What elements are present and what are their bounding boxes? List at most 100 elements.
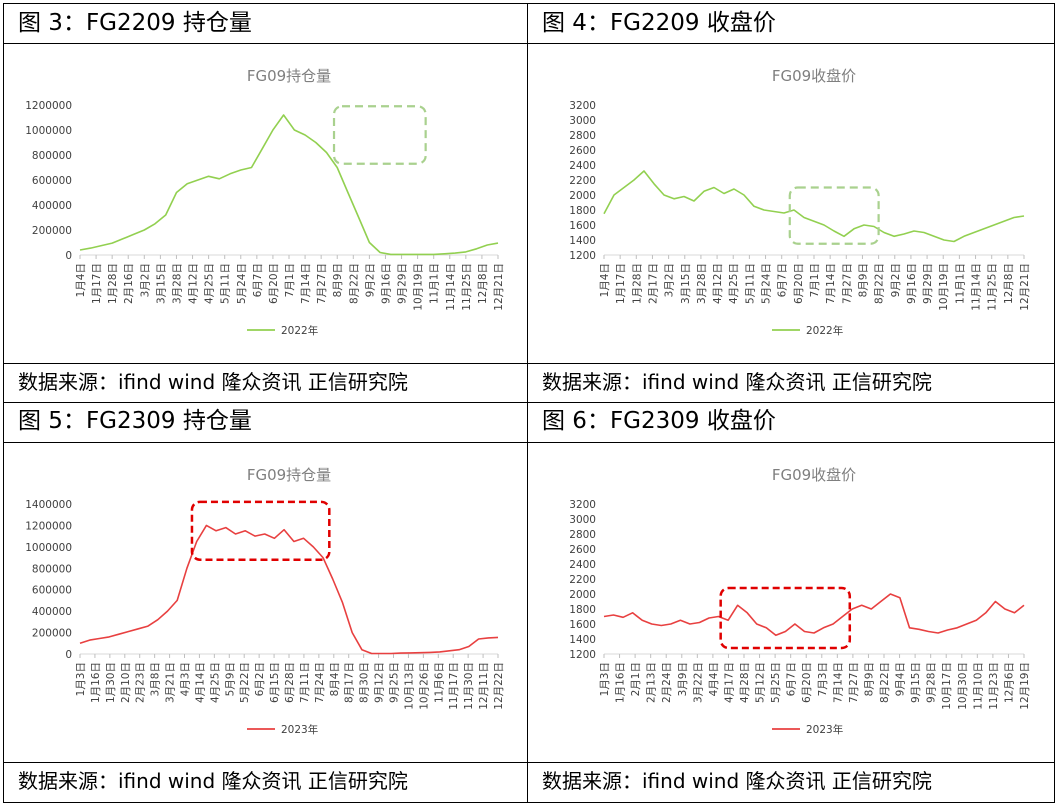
y-tick-label: 3000 xyxy=(569,115,596,127)
x-tick-label: 2月16日 xyxy=(123,263,135,304)
x-tick-label: 7月27日 xyxy=(848,662,860,703)
chart-title: FG09收盘价 xyxy=(772,67,856,85)
y-tick-label: 1800 xyxy=(569,604,596,616)
x-tick-label: 4月17日 xyxy=(723,662,735,703)
x-tick-label: 8月9日 xyxy=(857,263,869,297)
table-border xyxy=(3,43,1055,44)
x-tick-label: 12月21日 xyxy=(493,263,505,311)
y-tick-label: 1400 xyxy=(569,634,596,646)
y-tick-label: 2200 xyxy=(569,175,596,187)
y-tick-label: 0 xyxy=(65,250,72,262)
table-border xyxy=(3,3,4,803)
y-tick-label: 200000 xyxy=(32,225,72,237)
x-tick-label: 4月25日 xyxy=(209,662,221,703)
table-border xyxy=(3,363,1055,364)
x-tick-label: 4月4日 xyxy=(708,662,720,696)
x-tick-label: 4月14日 xyxy=(194,662,206,703)
x-tick-label: 6月28日 xyxy=(284,662,296,703)
open-interest-chart-2022: FG09持仓量 0 200000 400000 600000 800000 1000000 1… xyxy=(25,67,505,337)
x-tick-label: 8月4日 xyxy=(329,662,341,696)
x-tick-label: 7月1日 xyxy=(284,263,296,297)
x-tick-label: 4月12日 xyxy=(712,263,724,304)
x-tick-label: 9月16日 xyxy=(380,263,392,304)
x-tick-label: 1月28日 xyxy=(631,263,643,304)
x-tick-label: 1月17日 xyxy=(615,263,627,304)
y-tick-label: 400000 xyxy=(32,200,72,212)
data-source-note: 数据来源：ifind wind 隆众资讯 正信研究院 xyxy=(542,769,932,793)
table-border xyxy=(527,3,528,803)
highlight-box xyxy=(332,105,427,165)
x-tick-label: 1月30日 xyxy=(105,662,117,703)
chart-title: FG09持仓量 xyxy=(247,67,331,85)
x-tick-label: 3月2日 xyxy=(664,263,676,297)
y-tick-label: 200000 xyxy=(32,628,72,640)
table-border xyxy=(1054,3,1055,803)
x-tick-label: 6月7日 xyxy=(252,263,264,297)
x-tick-label: 6月20日 xyxy=(801,662,813,703)
x-tick-label: 10月13日 xyxy=(403,662,415,710)
x-tick-label: 12月21日 xyxy=(1019,263,1031,311)
y-tick-label: 2200 xyxy=(569,574,596,586)
x-tick-label: 3月2日 xyxy=(139,263,151,297)
x-tick-label: 7月27日 xyxy=(841,263,853,304)
y-tick-label: 2000 xyxy=(569,589,596,601)
x-tick-label: 7月1日 xyxy=(809,263,821,297)
x-tick-label: 12月8日 xyxy=(1003,263,1015,304)
y-tick-label: 3000 xyxy=(569,514,596,526)
x-tick-label: 9月2日 xyxy=(364,263,376,297)
x-tick-label: 2月24日 xyxy=(661,662,673,703)
x-tick-label: 10月19日 xyxy=(938,263,950,311)
x-tick-label: 5月11日 xyxy=(744,263,756,304)
series-line xyxy=(79,524,499,655)
y-tick-label: 3200 xyxy=(569,499,596,511)
panel-heading: 图 5：FG2309 持仓量 xyxy=(18,408,252,434)
highlight-box xyxy=(719,586,852,650)
x-tick-label: 11月25日 xyxy=(987,263,999,311)
panel-heading: 图 4：FG2209 收盘价 xyxy=(542,10,776,36)
x-tick-label: 11月1日 xyxy=(429,263,441,304)
x-tick-label: 3月15日 xyxy=(155,263,167,304)
x-tick-label: 3月28日 xyxy=(171,263,183,304)
x-tick-label: 1月3日 xyxy=(75,662,87,696)
y-tick-label: 800000 xyxy=(32,150,72,162)
x-tick-label: 6月15日 xyxy=(269,662,281,703)
x-tick-label: 11月10日 xyxy=(972,662,984,710)
close-price-chart-2022: FG09收盘价 1200 1400 1600 1800 2000 2200 2400 2600 2… xyxy=(569,67,1031,337)
y-tick-label: 2800 xyxy=(569,529,596,541)
x-tick-label: 12月8日 xyxy=(477,263,489,304)
x-tick-label: 12月6日 xyxy=(1003,662,1015,703)
x-tick-label: 11月14日 xyxy=(445,263,457,311)
x-tick-label: 3月22日 xyxy=(692,662,704,703)
y-tick-label: 1600 xyxy=(569,619,596,631)
highlight-box xyxy=(190,500,331,561)
x-tick-label: 10月19日 xyxy=(413,263,425,311)
x-tick-label: 6月2日 xyxy=(254,662,266,696)
series-line xyxy=(603,593,1025,637)
x-tick-label: 1月16日 xyxy=(615,662,627,703)
x-tick-label: 4月25日 xyxy=(728,263,740,304)
data-source-note: 数据来源：ifind wind 隆众资讯 正信研究院 xyxy=(542,370,932,394)
x-tick-label: 7月27日 xyxy=(316,263,328,304)
x-tick-label: 8月22日 xyxy=(874,263,886,304)
x-tick-label: 4月28日 xyxy=(739,662,751,703)
x-tick-label: 8月30日 xyxy=(359,662,371,703)
x-tick-label: 9月25日 xyxy=(389,662,401,703)
x-tick-label: 8月17日 xyxy=(344,662,356,703)
x-tick-label: 5月9日 xyxy=(224,662,236,696)
y-tick-label: 1200 xyxy=(569,250,596,262)
legend-label: 2022年 xyxy=(806,324,843,337)
x-tick-label: 4月3日 xyxy=(180,662,192,696)
x-tick-label: 12月22日 xyxy=(493,662,505,710)
open-interest-chart-2023: FG09持仓量 0 200000 400000 600000 800000 1000000 1… xyxy=(25,466,505,736)
x-tick-label: 7月14日 xyxy=(832,662,844,703)
chart-title: FG09收盘价 xyxy=(772,466,856,484)
legend-label: 2022年 xyxy=(281,324,318,337)
x-tick-label: 10月17日 xyxy=(941,662,953,710)
series-line xyxy=(603,170,1025,243)
x-tick-label: 5月11日 xyxy=(220,263,232,304)
table-border xyxy=(3,3,1055,4)
y-tick-label: 1800 xyxy=(569,205,596,217)
x-tick-label: 1月17日 xyxy=(91,263,103,304)
x-tick-label: 5月24日 xyxy=(761,263,773,304)
